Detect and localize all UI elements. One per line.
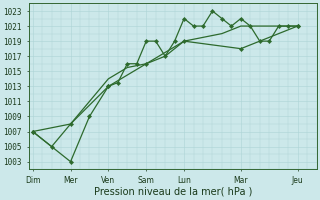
X-axis label: Pression niveau de la mer( hPa ): Pression niveau de la mer( hPa ) bbox=[93, 187, 252, 197]
